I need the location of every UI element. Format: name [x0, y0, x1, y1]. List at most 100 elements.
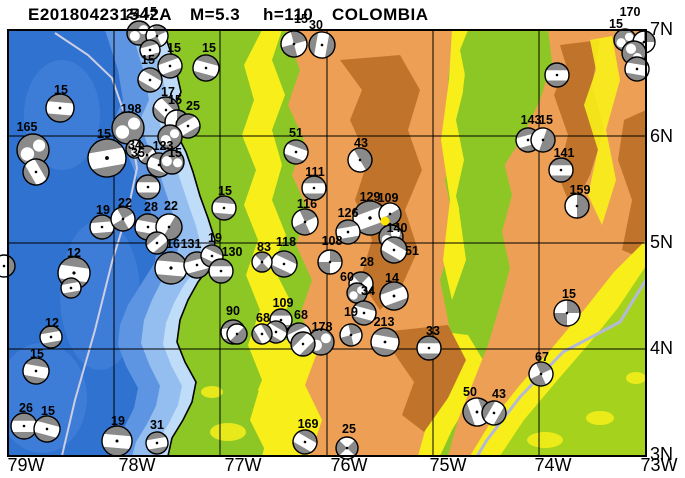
- beachball-outline: [192, 54, 220, 82]
- beachball: [548, 157, 574, 183]
- beachball: [380, 236, 408, 264]
- beachball-center-dot: [475, 410, 479, 414]
- beachball-center-dot: [294, 150, 298, 154]
- beachball-outline: [157, 53, 183, 79]
- beachball: [553, 299, 581, 327]
- beachball-center-dot: [168, 64, 172, 68]
- beachball-quadrant: [625, 43, 637, 54]
- beachball-quadrant: [482, 401, 496, 421]
- latitude-label: 6N: [650, 126, 673, 146]
- beachball-quadrant: [146, 231, 162, 247]
- beachball: [111, 111, 145, 145]
- beachball-outline: [208, 258, 234, 284]
- beachball-outline: [39, 325, 63, 349]
- beachball: [110, 206, 136, 232]
- depth-label: 16: [166, 237, 180, 251]
- depth-label: 15: [539, 113, 553, 127]
- beachball-center-dot: [34, 170, 38, 174]
- beachball-center-dot: [345, 446, 349, 450]
- beachball: [530, 127, 556, 153]
- beachball-outline: [226, 323, 248, 345]
- beachball-center-dot: [328, 260, 332, 264]
- beachball-center-dot: [204, 66, 208, 70]
- beachball-quadrant: [553, 313, 567, 327]
- beachball-quadrant: [330, 250, 342, 262]
- beachball-center-dot: [368, 216, 372, 220]
- terrain-yellow-blob: [586, 411, 614, 425]
- beachball-quadrant: [291, 332, 308, 349]
- beachball-quadrant: [275, 251, 297, 265]
- beachball: [139, 39, 161, 61]
- beachball-outline: [548, 157, 574, 183]
- terrain-yellow-piedmont: [470, 240, 646, 456]
- depth-label: 170: [620, 5, 641, 19]
- event-id-text: E201804231542A: [28, 5, 173, 24]
- beachball-quadrant: [33, 139, 46, 152]
- beachball-quadrant: [34, 159, 49, 180]
- beachball-outline: [301, 175, 327, 201]
- latitude-label: 7N: [650, 19, 673, 39]
- beachball-center-dot: [164, 108, 168, 112]
- beachball: [10, 412, 38, 440]
- beachball-quadrant: [577, 194, 589, 218]
- longitude-label: 75W: [429, 455, 466, 475]
- depth-label: 26: [19, 401, 33, 415]
- beachball-center-dot: [539, 372, 543, 376]
- beachball-center-dot: [235, 332, 239, 336]
- beachball-quadrant: [321, 333, 331, 344]
- depth-label: 30: [309, 18, 323, 32]
- beachball-center-dot: [69, 286, 73, 290]
- beachball-center-dot: [555, 73, 559, 77]
- beachball-center-dot: [492, 411, 496, 415]
- beachball-center-dot: [72, 271, 76, 275]
- beachball: [0, 254, 16, 278]
- depth-label: 213: [374, 315, 395, 329]
- depth-label: 22: [164, 199, 178, 213]
- beachball-quadrant: [173, 158, 183, 168]
- terrain-yellow-blob: [626, 372, 646, 384]
- depth-label: 12: [45, 316, 59, 330]
- beachball-quadrant: [160, 150, 184, 174]
- beachball-center-dot: [346, 230, 350, 234]
- beachball-quadrant: [297, 430, 317, 444]
- depth-label: 15: [168, 146, 182, 160]
- depth-label: 67: [535, 350, 549, 364]
- beachball-outline: [378, 202, 402, 226]
- beachball-center-dot: [541, 138, 545, 142]
- beachball-quadrant: [269, 321, 287, 334]
- beachball: [22, 357, 50, 385]
- beachball-outline: [22, 158, 50, 186]
- beachball-center-dot: [260, 260, 264, 264]
- depth-label: 28: [144, 200, 158, 214]
- depth-label: 28: [360, 255, 374, 269]
- beachball-outline: [379, 281, 409, 311]
- depth-label: 34: [128, 138, 142, 152]
- terrain-green-wedge: [456, 30, 552, 232]
- terrain-brown-south: [382, 325, 466, 432]
- depth-label: 131: [181, 237, 202, 251]
- depth-label: 15: [141, 53, 155, 67]
- beachball: [308, 31, 336, 59]
- beachball-outline: [351, 300, 377, 326]
- beachball-outline: [135, 174, 161, 200]
- depth-label: 15: [202, 41, 216, 55]
- beachball-center-dot: [146, 185, 150, 189]
- beachball: [379, 281, 409, 311]
- beachball-outline: [60, 277, 82, 299]
- depth-label: 123: [153, 139, 174, 153]
- beachball-outline: [481, 400, 507, 426]
- beachball-quadrant: [20, 147, 35, 161]
- beachball-center-dot: [362, 311, 366, 315]
- beachball: [157, 53, 183, 79]
- depth-label: 108: [322, 234, 343, 248]
- terrain-yellow-blob: [527, 432, 563, 448]
- beachball: [157, 124, 183, 150]
- beachball-center-dot: [34, 369, 38, 373]
- beachball-outline: [308, 31, 336, 59]
- terrain-yellow-blob: [210, 423, 246, 441]
- beachball-quadrant: [160, 134, 171, 146]
- beachball-quadrant: [140, 146, 154, 155]
- beachball: [33, 415, 61, 443]
- beachball-center-dot: [565, 311, 569, 315]
